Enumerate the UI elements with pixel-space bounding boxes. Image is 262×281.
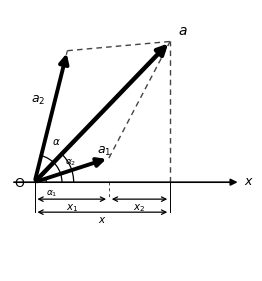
Text: $\alpha_1$: $\alpha_1$: [46, 189, 57, 199]
Text: $\alpha$: $\alpha$: [52, 137, 61, 147]
Text: $a$: $a$: [178, 24, 188, 38]
Text: $\alpha_2$: $\alpha_2$: [66, 157, 77, 168]
Text: $x_2$: $x_2$: [133, 202, 146, 214]
Text: $a_2$: $a_2$: [31, 94, 45, 107]
Text: O: O: [14, 177, 24, 190]
Text: $x$: $x$: [98, 215, 107, 225]
Text: $a_1$: $a_1$: [97, 145, 111, 158]
Text: $x_1$: $x_1$: [66, 202, 78, 214]
Text: x: x: [244, 175, 252, 188]
